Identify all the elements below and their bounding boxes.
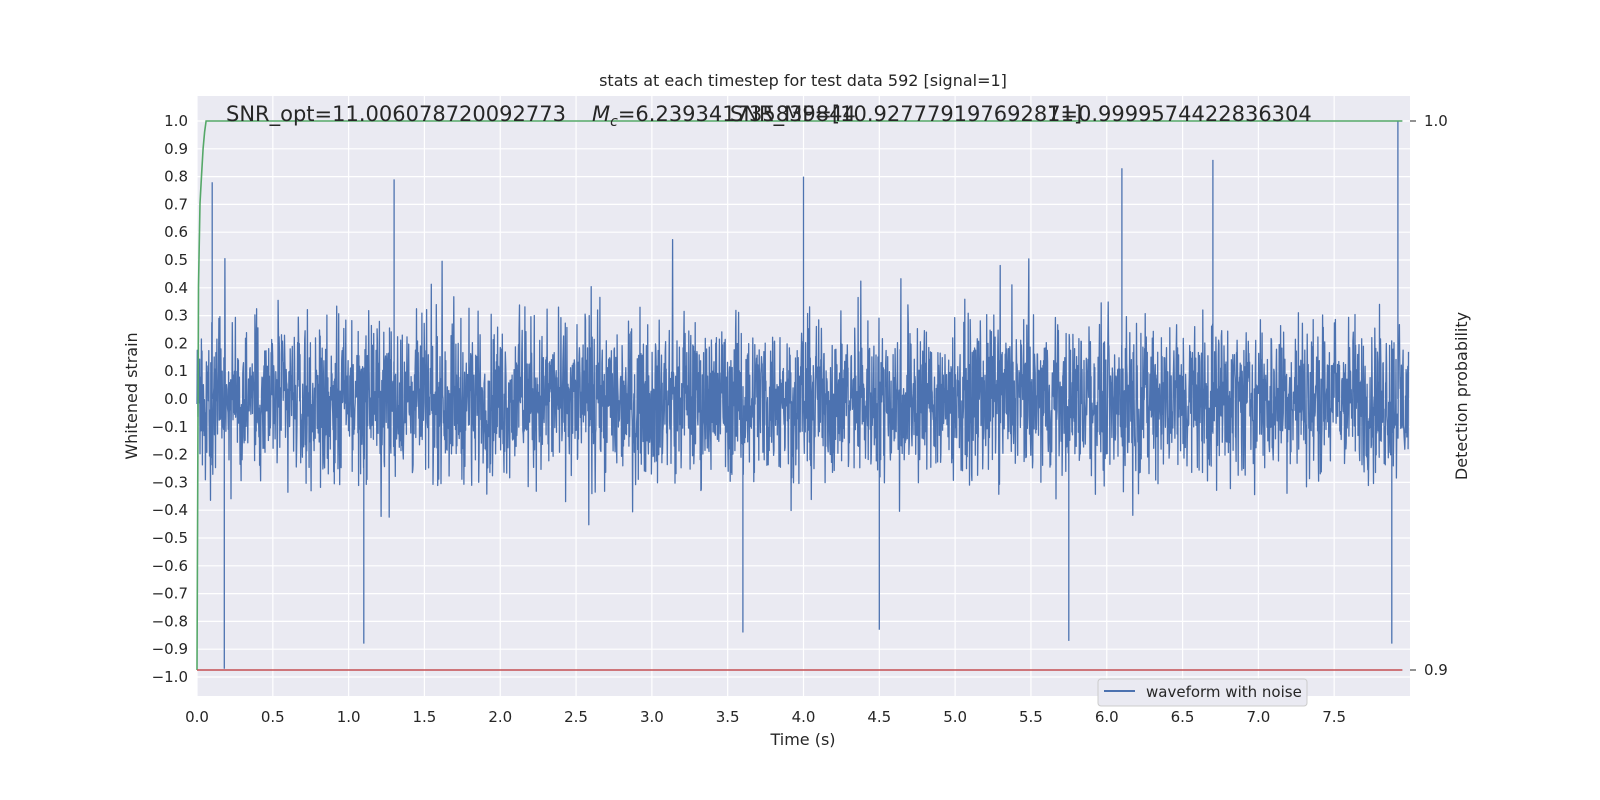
legend-label-waveform: waveform with noise bbox=[1146, 683, 1302, 701]
x-tick-label: 2.0 bbox=[488, 708, 512, 726]
x-tick-label: 4.0 bbox=[792, 708, 816, 726]
y-tick-label: −0.4 bbox=[152, 501, 188, 519]
y-tick-label: −0.5 bbox=[152, 529, 188, 547]
y-tick-label: −0.6 bbox=[152, 557, 188, 575]
x-tick-label: 1.0 bbox=[337, 708, 361, 726]
x-tick-label: 6.0 bbox=[1095, 708, 1119, 726]
y-right-tick-label: 0.9 bbox=[1424, 661, 1448, 679]
x-tick-label: 4.5 bbox=[867, 708, 891, 726]
x-tick-label: 3.5 bbox=[716, 708, 740, 726]
x-tick-label: 0.5 bbox=[261, 708, 285, 726]
x-axis-title: Time (s) bbox=[769, 730, 835, 749]
y-tick-label: −0.9 bbox=[152, 640, 188, 658]
y-tick-label: 0.7 bbox=[164, 195, 188, 213]
y-tick-label: 0.6 bbox=[164, 223, 188, 241]
y-tick-label: 0.3 bbox=[164, 307, 188, 325]
x-tick-label: 7.0 bbox=[1246, 708, 1270, 726]
annotation-chirp-mass-subscript: c bbox=[610, 114, 618, 130]
x-tick-label: 5.5 bbox=[1019, 708, 1043, 726]
annotation-snr-opt: SNR_opt=11.006078720092773 bbox=[226, 102, 566, 127]
annotation-chirp-mass-value: =6.239341735839844 bbox=[618, 102, 856, 126]
x-tick-label: 6.5 bbox=[1171, 708, 1195, 726]
x-tick-label: 2.5 bbox=[564, 708, 588, 726]
annotation-chirp-mass: Mc=6.239341735839844 bbox=[592, 102, 856, 130]
y-tick-label: −0.2 bbox=[152, 446, 188, 464]
y-right-tick-label: 1.0 bbox=[1424, 112, 1448, 130]
annotation-snr-mf: SNR_MF=[10.927779197692871] bbox=[730, 102, 1082, 127]
y-tick-label: 0.4 bbox=[164, 279, 188, 297]
series-detection-probability bbox=[196, 120, 1403, 671]
legend: waveform with noise bbox=[1097, 678, 1308, 707]
tick-labels: 0.0 0.5 1.0 1.5 2.0 2.5 3.0 3.5 4.0 4.5 5.0 5.5 6.0 6… bbox=[152, 112, 1448, 726]
y-tick-label: 0.1 bbox=[164, 362, 188, 380]
y-tick-label: 0.0 bbox=[164, 390, 188, 408]
y-tick-label: −0.3 bbox=[152, 473, 188, 491]
y-tick-label: −0.8 bbox=[152, 612, 188, 630]
chart-title: stats at each timestep for test data 592… bbox=[599, 71, 1007, 90]
x-tick-label: 7.5 bbox=[1322, 708, 1346, 726]
x-tick-label: 3.0 bbox=[640, 708, 664, 726]
y-tick-label: 0.2 bbox=[164, 334, 188, 352]
x-tick-label: 0.0 bbox=[185, 708, 209, 726]
x-tick-label: 1.5 bbox=[413, 708, 437, 726]
legend-box bbox=[1097, 678, 1308, 707]
annotation-probability: 1=0.9999574422836304 bbox=[1047, 102, 1312, 126]
y-tick-label: 0.5 bbox=[164, 251, 188, 269]
y-tick-label: 0.9 bbox=[164, 140, 188, 158]
y-right-axis-title: Detection probability bbox=[1452, 312, 1471, 480]
series-waveform-with-noise bbox=[196, 121, 1410, 669]
y-tick-label: −1.0 bbox=[152, 668, 188, 686]
y-tick-label: 1.0 bbox=[164, 112, 188, 130]
annotation-chirp-mass-symbol: M bbox=[592, 102, 610, 126]
y-tick-label: −0.1 bbox=[152, 418, 188, 436]
y-tick-label: 0.8 bbox=[164, 168, 188, 186]
y-tick-label: −0.7 bbox=[152, 585, 188, 603]
series-layer bbox=[196, 120, 1410, 671]
y-axis-title: Whitened strain bbox=[122, 332, 141, 459]
x-tick-label: 5.0 bbox=[943, 708, 967, 726]
